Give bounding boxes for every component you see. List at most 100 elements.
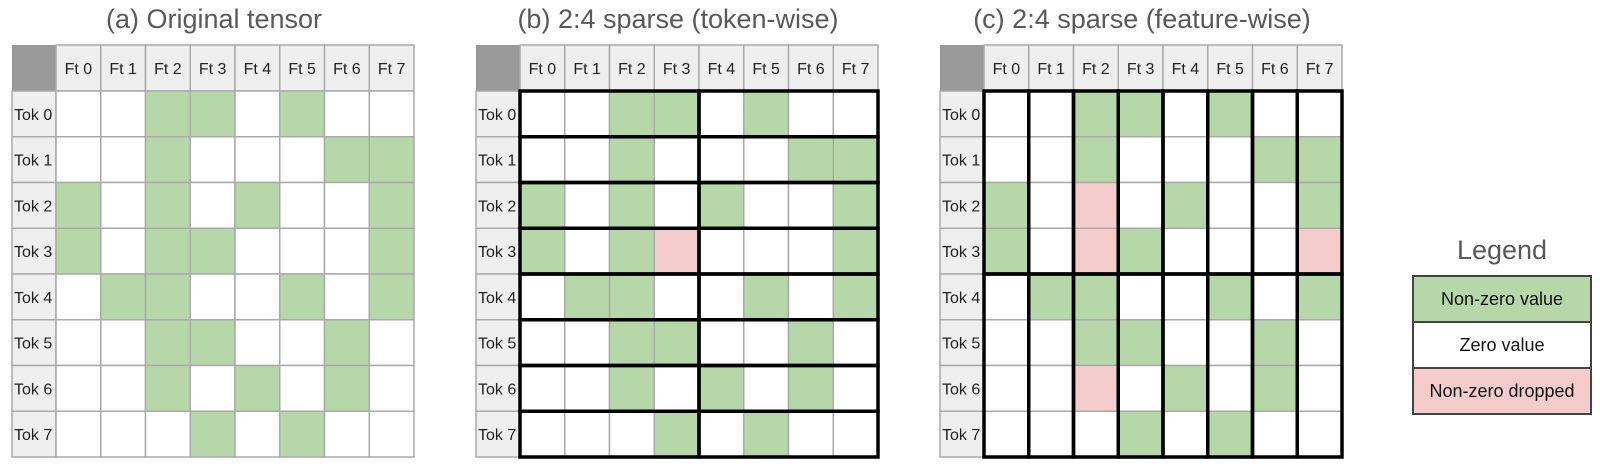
cell-zero xyxy=(698,410,745,458)
cell-nonzero xyxy=(1207,410,1254,458)
cell-zero xyxy=(698,227,745,275)
column-header-label: Ft 4 xyxy=(244,61,272,78)
cell-nonzero xyxy=(608,90,655,138)
row-header xyxy=(475,410,521,458)
cell-zero xyxy=(743,364,790,412)
cell-zero xyxy=(564,136,611,184)
cell-zero xyxy=(1028,90,1075,138)
cell-nonzero xyxy=(698,364,745,412)
cell-nonzero xyxy=(1072,136,1119,184)
row-header xyxy=(939,319,985,367)
cell-zero xyxy=(743,227,790,275)
tensor-grid-token-wise: Ft 0 Ft 1 Ft 2 Ft 3 Ft 4 Ft 5 Ft 6 Ft 7 Tok 0 Tok… xyxy=(475,44,880,459)
row-header-label: Tok 3 xyxy=(14,244,52,261)
cell-nonzero xyxy=(55,181,102,229)
cell-nonzero xyxy=(608,181,655,229)
cell-zero xyxy=(55,410,102,458)
cell-zero xyxy=(519,90,566,138)
cell-zero xyxy=(787,90,834,138)
cell-nonzero xyxy=(144,181,191,229)
cell-dropped xyxy=(1072,181,1119,229)
cell-zero xyxy=(519,410,566,458)
cell-nonzero xyxy=(743,90,790,138)
cell-nonzero xyxy=(144,136,191,184)
panel-title: (b) 2:4 sparse (token-wise) xyxy=(517,4,839,34)
column-header xyxy=(55,44,102,92)
cell-nonzero xyxy=(1162,364,1209,412)
corner-cell xyxy=(940,45,984,91)
row-header xyxy=(11,136,57,184)
column-header-label: Ft 5 xyxy=(1216,61,1244,78)
cell-zero xyxy=(100,410,147,458)
cell-zero xyxy=(564,227,611,275)
column-header xyxy=(1072,44,1119,92)
cell-nonzero xyxy=(144,273,191,321)
legend-title: Legend xyxy=(1456,235,1548,265)
column-header xyxy=(832,44,879,92)
cell-nonzero xyxy=(832,181,879,229)
cell-zero xyxy=(564,364,611,412)
cell-nonzero xyxy=(1296,273,1343,321)
cell-zero xyxy=(983,410,1030,458)
cell-zero xyxy=(100,227,147,275)
column-header xyxy=(100,44,147,92)
column-header-label: Ft 0 xyxy=(529,61,557,78)
row-header-label: Tok 2 xyxy=(14,198,52,215)
row-header xyxy=(475,227,521,275)
row-header-label: Tok 6 xyxy=(942,381,980,398)
row-header xyxy=(939,136,985,184)
cell-zero xyxy=(368,319,415,367)
cell-zero xyxy=(1028,319,1075,367)
column-header-label: Ft 7 xyxy=(842,61,870,78)
cell-zero xyxy=(1296,410,1343,458)
cell-zero xyxy=(55,364,102,412)
cell-zero xyxy=(743,181,790,229)
cell-zero xyxy=(743,136,790,184)
cell-zero xyxy=(279,181,326,229)
panel-title: (a) Original tensor xyxy=(105,4,323,34)
column-header xyxy=(1207,44,1254,92)
cell-zero xyxy=(100,90,147,138)
cell-nonzero xyxy=(55,227,102,275)
column-header-label: Ft 0 xyxy=(993,61,1021,78)
column-header-label: Ft 3 xyxy=(663,61,691,78)
row-header-label: Tok 4 xyxy=(942,290,980,307)
row-header xyxy=(11,227,57,275)
row-header-label: Tok 6 xyxy=(478,381,516,398)
row-header xyxy=(11,410,57,458)
cell-nonzero xyxy=(832,273,879,321)
cell-nonzero xyxy=(564,273,611,321)
cell-nonzero xyxy=(1207,273,1254,321)
sparsity-group-outline xyxy=(1295,272,1344,459)
cell-nonzero xyxy=(608,273,655,321)
cell-zero xyxy=(368,90,415,138)
row-header-label: Tok 2 xyxy=(942,198,980,215)
cell-zero xyxy=(983,364,1030,412)
column-header-label: Ft 5 xyxy=(752,61,780,78)
cell-zero xyxy=(983,136,1030,184)
cell-nonzero xyxy=(1072,273,1119,321)
column-header-label: Ft 1 xyxy=(109,61,137,78)
cell-zero xyxy=(698,136,745,184)
row-header-label: Tok 5 xyxy=(478,336,516,353)
cell-zero xyxy=(564,90,611,138)
tensor-grid-original: Ft 0 Ft 1 Ft 2 Ft 3 Ft 4 Ft 5 Ft 6 Ft 7 Tok 0 Tok… xyxy=(11,44,415,458)
cell-zero xyxy=(1207,227,1254,275)
cell-nonzero xyxy=(100,273,147,321)
row-header-label: Tok 1 xyxy=(942,153,980,170)
cell-zero xyxy=(234,410,281,458)
cell-zero xyxy=(323,273,370,321)
cell-zero xyxy=(189,136,236,184)
column-header xyxy=(1296,44,1343,92)
cell-nonzero xyxy=(323,319,370,367)
cell-zero xyxy=(1028,136,1075,184)
column-header-label: Ft 7 xyxy=(378,61,406,78)
cell-nonzero xyxy=(144,364,191,412)
cell-dropped xyxy=(1072,227,1119,275)
cell-zero xyxy=(1296,364,1343,412)
cell-zero xyxy=(234,227,281,275)
cell-zero xyxy=(368,364,415,412)
cell-zero xyxy=(1207,136,1254,184)
cell-zero xyxy=(832,90,879,138)
row-header xyxy=(939,227,985,275)
